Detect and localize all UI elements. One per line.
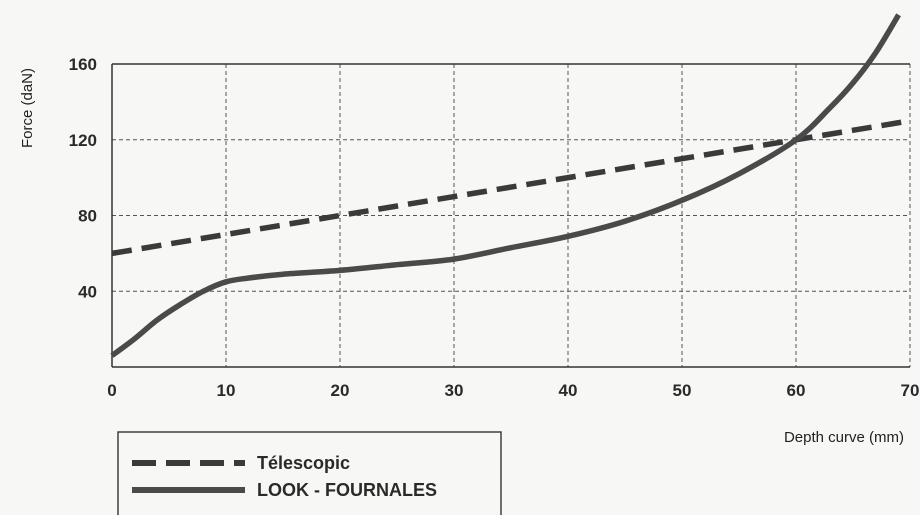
x-tick-label: 60 bbox=[787, 381, 806, 400]
series-line-telescopic bbox=[111, 118, 911, 257]
x-tick-label: 0 bbox=[107, 381, 116, 400]
x-axis-title: Depth curve (mm) bbox=[784, 429, 904, 446]
x-tick-label: 50 bbox=[673, 381, 692, 400]
series-layer bbox=[110, 13, 911, 358]
grid bbox=[112, 64, 911, 367]
x-tick-label: 70 bbox=[901, 381, 920, 400]
y-axis-title: Force (daN) bbox=[19, 68, 36, 148]
y-tick-label: 80 bbox=[78, 207, 97, 226]
y-tick-label: 160 bbox=[69, 55, 97, 74]
x-tick-label: 20 bbox=[331, 381, 350, 400]
axes bbox=[111, 63, 910, 368]
y-tick-label: 120 bbox=[69, 131, 97, 150]
y-tick-label: 40 bbox=[78, 282, 97, 301]
legend: Télescopic LOOK - FOURNALES bbox=[117, 431, 502, 515]
tick-labels: 0 10 20 30 40 50 60 70 40 80 120 160 bbox=[69, 55, 920, 400]
legend-label-look-fournales: LOOK - FOURNALES bbox=[257, 480, 437, 500]
legend-box bbox=[117, 431, 502, 515]
legend-label-telescopic: Télescopic bbox=[257, 453, 350, 473]
x-tick-label: 30 bbox=[445, 381, 464, 400]
x-tick-label: 10 bbox=[217, 381, 236, 400]
x-tick-label: 40 bbox=[559, 381, 578, 400]
series-line-look-fournales bbox=[110, 13, 901, 358]
